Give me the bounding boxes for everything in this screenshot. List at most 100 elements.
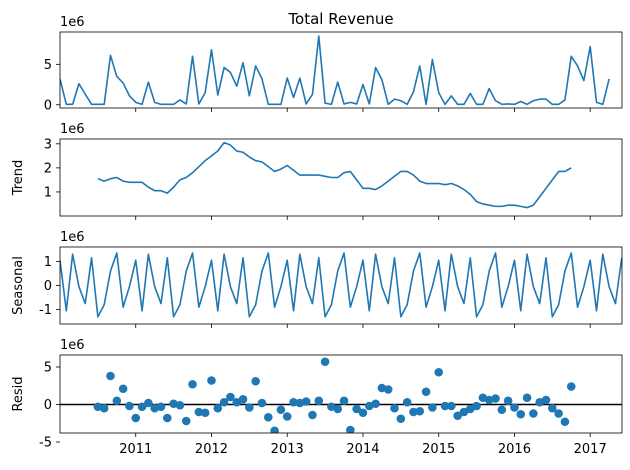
- resid-point-54: [434, 367, 444, 377]
- resid-point-74: [560, 417, 570, 427]
- resid-point-5: [125, 401, 134, 411]
- resid-point-40: [346, 425, 355, 433]
- resid-point-20: [219, 397, 229, 407]
- resid-scale-label: 1e6: [60, 338, 85, 353]
- resid-point-65: [503, 396, 513, 406]
- resid-point-64: [497, 405, 507, 415]
- resid-point-35: [314, 396, 324, 406]
- resid-point-49: [402, 397, 412, 407]
- resid-point-67: [516, 409, 526, 419]
- total-revenue-panel: 0 5 1e6 Total Revenue: [44, 10, 623, 113]
- resid-point-18: [207, 376, 216, 385]
- resid-point-21: [226, 392, 235, 402]
- resid-point-17: [200, 408, 210, 418]
- resid-ytick-label-1: 0: [44, 398, 52, 413]
- resid-point-66: [510, 403, 519, 412]
- resid-point-53: [428, 403, 437, 412]
- x-tick-label-2017: 2017: [574, 442, 607, 457]
- trend-ylabel: Trend: [11, 160, 26, 197]
- resid-point-63: [491, 394, 500, 403]
- x-tick-label-2013: 2013: [271, 442, 304, 457]
- resid-point-50: [409, 407, 418, 417]
- resid-ylabel: Resid: [11, 376, 26, 411]
- resid-axes-frame: [59, 354, 623, 434]
- trend-panel: 1 2 3 1e6 Trend: [11, 122, 623, 220]
- x-tick-label-2012: 2012: [195, 442, 228, 457]
- resid-point-13: [175, 400, 185, 410]
- resid-point-10: [156, 402, 166, 412]
- resid-point-60: [472, 401, 481, 411]
- resid-point-73: [554, 409, 563, 418]
- trend-scale-label: 1e6: [60, 122, 85, 137]
- resid-point-36: [320, 357, 330, 367]
- resid-point-68: [522, 393, 532, 403]
- seasonal-ytick-label-0: -1: [39, 303, 52, 318]
- resid-point-4: [118, 384, 128, 394]
- resid-point-52: [421, 387, 431, 397]
- resid-ytick-label-0: -5: [39, 436, 52, 451]
- resid-point-75: [566, 382, 576, 391]
- x-tick-label-2016: 2016: [498, 442, 531, 457]
- resid-point-8: [144, 398, 153, 408]
- resid-point-42: [358, 408, 368, 418]
- seasonal-ytick-label-2: 1: [44, 255, 52, 270]
- total-revenue-ytick-label-0: 0: [44, 98, 52, 113]
- resid-point-56: [447, 401, 456, 411]
- resid-point-25: [251, 376, 260, 386]
- total-revenue-series-line: [60, 35, 610, 106]
- seasonal-ytick-label-1: 0: [44, 279, 52, 294]
- resid-point-1: [99, 403, 109, 413]
- resid-point-29: [276, 405, 286, 415]
- resid-ytick-label-2: 5: [44, 361, 52, 376]
- resid-point-39: [339, 396, 349, 406]
- resid-point-14: [181, 416, 191, 426]
- resid-point-31: [289, 397, 298, 407]
- resid-point-41: [352, 404, 361, 414]
- total-revenue-axes-frame: [59, 31, 623, 109]
- seasonal-series-line: [60, 252, 622, 318]
- x-tick-label-2015: 2015: [422, 442, 455, 457]
- trend-ytick-label-2: 3: [44, 137, 52, 152]
- resid-point-38: [333, 404, 343, 414]
- resid-point-30: [282, 412, 292, 421]
- resid-point-55: [440, 401, 450, 411]
- resid-point-16: [194, 407, 204, 417]
- seasonal-ylabel: Seasonal: [11, 256, 26, 315]
- trend-ytick-label-0: 1: [44, 185, 52, 200]
- resid-point-3: [112, 396, 122, 406]
- seasonal-panel: -1 0 1 1e6 Seasonal: [11, 230, 623, 328]
- total-revenue-ytick-label-1: 5: [44, 58, 52, 73]
- resid-point-15: [188, 379, 197, 389]
- resid-point-33: [301, 397, 311, 406]
- resid-point-2: [106, 371, 115, 381]
- trend-axes-frame: [59, 138, 623, 217]
- resid-point-28: [270, 426, 279, 433]
- resid-point-46: [383, 385, 393, 394]
- resid-point-23: [238, 394, 248, 404]
- resid-point-47: [390, 403, 399, 413]
- resid-point-57: [453, 411, 462, 421]
- seasonal-scale-label: 1e6: [60, 230, 85, 245]
- total-revenue-scale-label: 1e6: [60, 15, 85, 30]
- resid-point-51: [415, 406, 425, 416]
- resid-point-44: [371, 399, 380, 409]
- resid-point-11: [163, 413, 172, 423]
- resid-point-27: [263, 412, 273, 422]
- x-tick-label-2011: 2011: [119, 442, 152, 457]
- resid-point-72: [548, 403, 557, 413]
- resid-point-71: [541, 395, 551, 405]
- resid-point-69: [529, 409, 538, 418]
- resid-point-24: [245, 403, 254, 412]
- trend-series-line: [97, 141, 572, 209]
- resid-point-26: [257, 398, 267, 408]
- resid-point-48: [396, 414, 406, 424]
- resid-point-19: [213, 403, 223, 413]
- resid-point-6: [131, 413, 141, 423]
- resid-point-34: [308, 410, 317, 420]
- trend-ytick-label-1: 2: [44, 161, 52, 176]
- resid-point-7: [137, 402, 147, 412]
- chart-title: Total Revenue: [287, 10, 393, 28]
- resid-panel: 2011 2012 2013 2014 2015 2016 2017 -5 0 5 1e6 Resid: [11, 338, 623, 457]
- x-tick-label-2014: 2014: [346, 442, 379, 457]
